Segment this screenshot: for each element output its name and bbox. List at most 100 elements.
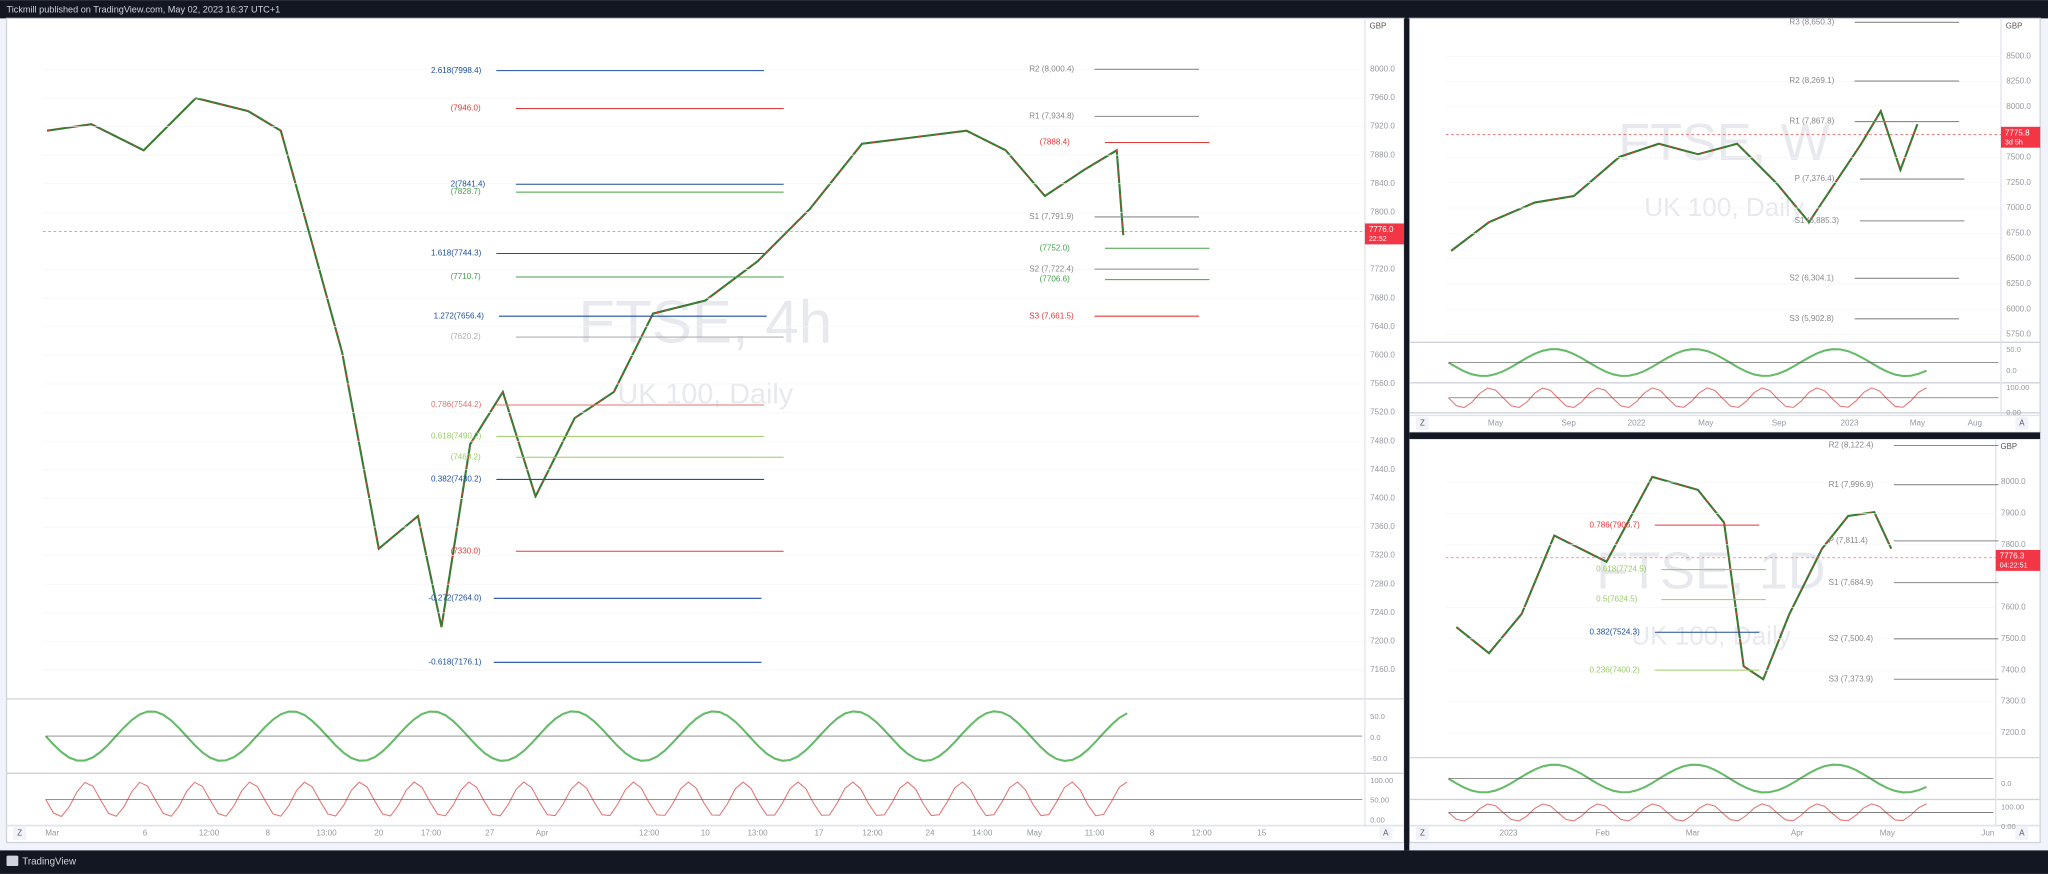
time-tick-label: 17 <box>814 829 823 838</box>
level-label: S2 (6,304.1) <box>1789 273 1834 282</box>
level-label: 0.382(7430.2) <box>431 475 482 484</box>
oscillator-tick-label: 0.00 <box>1370 815 1385 824</box>
level-label: (7620.2) <box>451 332 481 341</box>
price-tick-label: 7800.0 <box>2001 540 2026 549</box>
price-tick-label: 6000.0 <box>2006 304 2031 313</box>
time-tick-label: 20 <box>374 829 383 838</box>
price-tick-label: 5750.0 <box>2006 330 2031 339</box>
oscillator-line <box>45 781 1128 818</box>
level-label: 0.5(7624.5) <box>1596 595 1638 604</box>
time-tick-label: 17:00 <box>421 829 442 838</box>
time-tick-label: Apr <box>536 829 549 838</box>
price-tick-label: 7250.0 <box>2006 178 2031 187</box>
watermark-subtitle: UK 100, Daily <box>1644 192 1804 222</box>
level-label: S2 (7,500.4) <box>1829 634 1874 643</box>
level-label: 0.618(7490.2) <box>431 431 482 440</box>
countdown: 3d 5h <box>2005 138 2023 146</box>
oscillator-line <box>1448 387 1927 409</box>
level-label: (7330.0) <box>451 546 481 555</box>
time-tick-label: 10 <box>701 829 710 838</box>
level-label: 0.786(7906.7) <box>1590 520 1641 529</box>
price-tick-label: 7920.0 <box>1370 122 1395 131</box>
corner-button-label: Z <box>1420 418 1425 427</box>
oscillator-tick-label: 0.0 <box>2006 366 2017 375</box>
price-tick-label: 7480.0 <box>1370 436 1395 445</box>
corner-button[interactable] <box>1379 826 1393 840</box>
price-tick-label: 7400.0 <box>2001 665 2026 674</box>
level-label: (7710.7) <box>451 272 481 281</box>
level-label: S2 (7,722.4) <box>1029 264 1074 273</box>
corner-button[interactable] <box>13 826 27 840</box>
price-tick-label: 7560.0 <box>1370 379 1395 388</box>
level-label: S1 (7,684.9) <box>1829 578 1874 587</box>
corner-button-label: Z <box>1420 828 1425 837</box>
price-tick-label: 7960.0 <box>1370 93 1395 102</box>
time-tick-label: May <box>1698 418 1714 427</box>
price-tick-label: 7840.0 <box>1370 179 1395 188</box>
price-tick-label: 8000.0 <box>1370 64 1395 73</box>
watermark-title: FTSE, 1D <box>1596 543 1825 601</box>
oscillator-tick-label: 0.0 <box>1370 733 1381 742</box>
time-tick-label: 12:00 <box>862 829 883 838</box>
last-price: 7776.3 <box>2000 552 2025 561</box>
time-tick-label: Sep <box>1772 418 1787 427</box>
time-tick-label: Mar <box>45 829 59 838</box>
level-label: S1 (6,885.3) <box>1795 216 1840 225</box>
panel-gap <box>1404 18 1410 851</box>
price-tick-label: 7160.0 <box>1370 665 1395 674</box>
header-bar <box>0 0 2048 19</box>
price-tick-label: 7520.0 <box>1370 408 1395 417</box>
price-tick-label: 7900.0 <box>2001 509 2026 518</box>
level-label: (7752.0) <box>1040 243 1070 252</box>
price-tick-label: 8500.0 <box>2006 51 2031 60</box>
corner-button-label: Z <box>17 828 22 837</box>
time-tick-label: Jun <box>1981 829 1994 838</box>
level-label: 0.618(7724.5) <box>1596 565 1647 574</box>
price-tick-label: 7720.0 <box>1370 265 1395 274</box>
oscillator-tick-label: 100.00 <box>2006 383 2029 392</box>
time-tick-label: Aug <box>1968 418 1982 427</box>
level-label: 1.618(7744.3) <box>431 249 482 258</box>
chart-panel: FTSE, 4h UK 100, Daily GBP 8000.0 7960.0 7920… <box>5 17 1405 844</box>
level-label: R1 (7,867.8) <box>1789 117 1834 126</box>
oscillator-tick-label: 50.00 <box>1370 796 1389 805</box>
last-price-badge <box>2000 126 2041 148</box>
last-price: 7775.8 <box>2005 128 2030 137</box>
oscillator-tick-label: 0.00 <box>2006 408 2021 417</box>
oscillator-line <box>1447 763 1927 794</box>
oscillator-tick-label: 0.00 <box>2001 822 2016 831</box>
price-tick-label: 8250.0 <box>2006 77 2031 86</box>
oscillator-line <box>1448 803 1927 822</box>
oscillator-tick-label: 100.00 <box>1370 776 1393 785</box>
price-tick-label: 7600.0 <box>2001 603 2026 612</box>
panel-gap <box>1409 432 2041 439</box>
level-label: R2 (8,122.4) <box>1829 441 1874 450</box>
price-tick-label: 7440.0 <box>1370 465 1395 474</box>
currency: GBP <box>2006 21 2023 30</box>
price-tick-label: 7800.0 <box>1370 207 1395 216</box>
chart-panel: FTSE, W UK 100, Daily GBP 8500.0 8250.0 8000.… <box>1408 17 2041 434</box>
chart-panel: FTSE, 1D UK 100, Daily GBP 8000.0 7900.0 7800… <box>1408 438 2041 844</box>
oscillator-tick-label: -50.0 <box>1370 754 1387 763</box>
publisher: Tickmill published on TradingView.com, M… <box>7 4 281 14</box>
time-tick-label: 12:00 <box>639 829 660 838</box>
time-tick-label: 8 <box>1150 829 1155 838</box>
last-price-badge <box>1995 549 2041 571</box>
corner-button-label: A <box>1383 828 1389 837</box>
time-tick-label: 2022 <box>1628 418 1646 427</box>
price-tick-label: 7400.0 <box>1370 494 1395 503</box>
level-label: 0.786(7544.2) <box>431 400 482 409</box>
corner-button[interactable] <box>1415 826 1429 840</box>
corner-button[interactable] <box>2015 416 2029 430</box>
corner-button[interactable] <box>2015 826 2029 840</box>
price-tick-label: 7640.0 <box>1370 322 1395 331</box>
corner-button[interactable] <box>1415 416 1429 430</box>
price-tick-label: 7680.0 <box>1370 293 1395 302</box>
time-tick-label: May <box>1880 829 1896 838</box>
watermark-title: FTSE, 4h <box>578 289 832 356</box>
price-tick-label: 7360.0 <box>1370 522 1395 531</box>
level-label: 2.618(7998.4) <box>431 66 482 75</box>
currency: GBP <box>2001 442 2018 451</box>
